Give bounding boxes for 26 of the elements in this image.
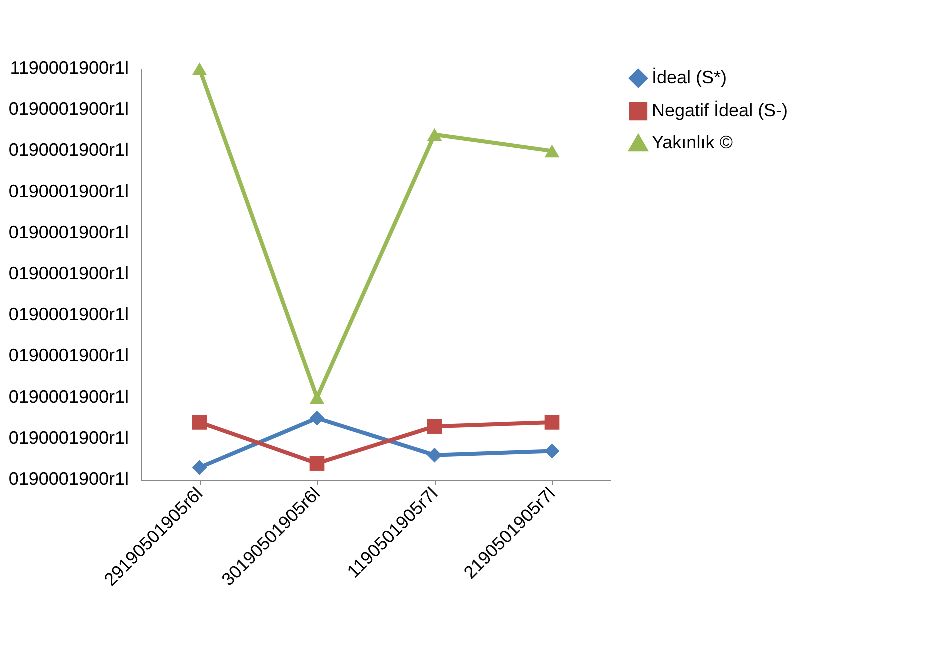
point xyxy=(427,128,442,142)
text: 0190001900r1l xyxy=(8,222,129,242)
point xyxy=(192,62,208,76)
text: 0190001900r1l xyxy=(8,304,129,325)
text: 0190001900r1l xyxy=(8,264,129,284)
point xyxy=(544,444,560,459)
text: 0190001900r1l xyxy=(8,181,129,202)
legend-label: Yakınlık © xyxy=(652,132,733,152)
point xyxy=(310,410,325,426)
legend-label: Negatif İdeal (S-) xyxy=(652,100,788,120)
text: 0190001900r1l xyxy=(8,428,129,448)
point xyxy=(192,415,208,430)
text: 0190001900r1l xyxy=(8,346,129,366)
point xyxy=(192,460,208,476)
text: 0190001900r1l xyxy=(8,99,129,120)
legend-label: İdeal (S*) xyxy=(652,68,728,88)
point xyxy=(544,144,560,158)
point xyxy=(427,448,442,463)
text: 0190001900r1l xyxy=(8,140,129,160)
text: 1190001900r1l xyxy=(10,58,129,78)
text: 0190001900r1l xyxy=(8,469,129,489)
point xyxy=(310,391,325,404)
point xyxy=(427,419,442,434)
point xyxy=(310,456,325,471)
point xyxy=(544,415,560,430)
text: 0190001900r1l xyxy=(8,386,129,407)
